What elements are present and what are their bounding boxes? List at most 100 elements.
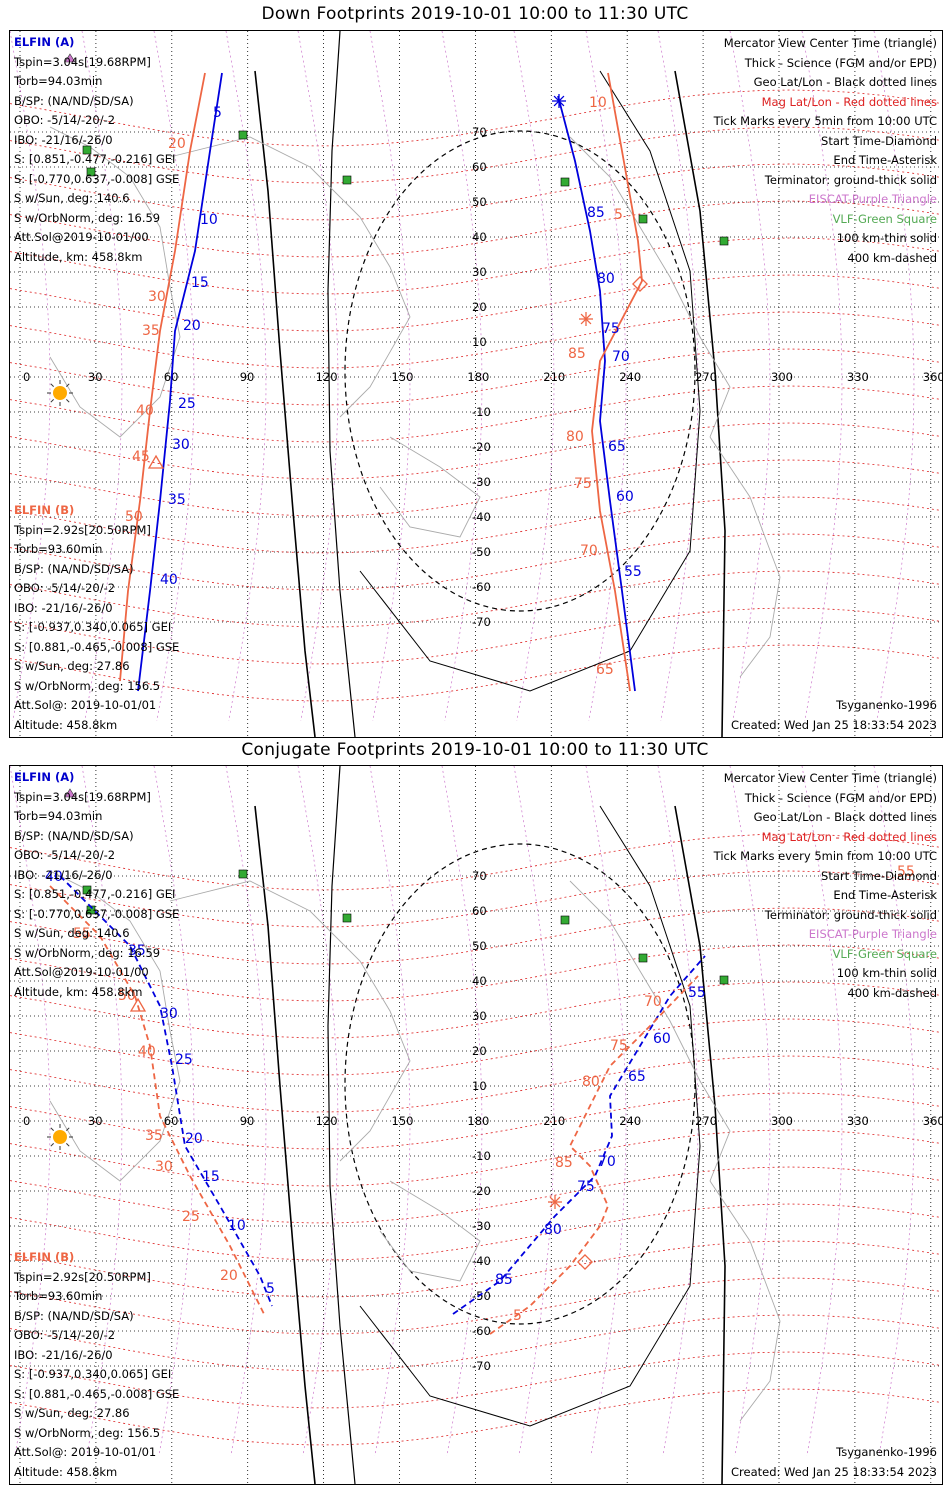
conjugate-footprints-map: 0 30 60 90 120 150 180 210 240 270 300 330 360 70 60 50… <box>10 766 942 1484</box>
sun-ray <box>66 383 70 387</box>
continent-outline <box>569 880 731 1182</box>
sun-icon <box>53 386 67 400</box>
sun-ray <box>66 1127 70 1131</box>
elfin-a-sun-angle: S w/Sun, deg: 140.6 <box>14 191 130 205</box>
latitude-tick-label: 40 <box>472 230 487 244</box>
vlf-station-square <box>342 913 352 923</box>
sun-ray <box>50 1127 54 1131</box>
elfin-b-tick-label: 35 <box>145 1128 163 1144</box>
elfin-a-torb: Torb=94.03min <box>14 74 103 88</box>
elfin-b-s-gse: S: [0.881,-0.465,-0.008] GSE <box>14 639 180 654</box>
terminator-line <box>254 805 316 1484</box>
legend-item: Mercator View Center Time (triangle) <box>723 771 937 785</box>
elfin-b-orbnorm-angle: S w/OrbNorm, deg: 156.5 <box>14 678 161 693</box>
latitude-tick-label: -70 <box>472 615 491 629</box>
terminator-line <box>254 70 316 737</box>
elfin-b-info: ELFIN (B) Tspin=2.92s[20.50RPM] Torb=93.… <box>14 501 179 735</box>
elfin-b-altitude: Altitude: 458.8km <box>14 717 118 732</box>
vlf-station-square <box>560 915 570 925</box>
legend-item: Terminator: ground-thick solid <box>764 907 937 922</box>
sun-ray <box>50 399 54 403</box>
legend-item: Geo Lat/Lon - Black dotted lines <box>753 75 937 89</box>
latitude-tick-label: -20 <box>472 1184 491 1198</box>
elfin-a-track <box>452 955 706 1315</box>
latitude-tick-label: -30 <box>472 475 491 489</box>
conjugate-footprints-panel: 0 30 60 90 120 150 180 210 240 270 300 330 360 70 60 50… <box>9 765 943 1485</box>
elfin-b-attsol: Att.Sol@: 2019-10-01/01 <box>14 698 157 712</box>
elfin-a-tspin: Tspin=3.04s[19.68RPM] <box>14 789 151 804</box>
elfin-b-bsp: B/SP: (NA/ND/SD/SA) <box>14 1308 134 1323</box>
top-panel-title: Down Footprints 2019-10-01 10:00 to 11:3… <box>261 4 689 24</box>
elfin-a-s-gse: S: [-0.770,0.637,-0.008] GSE <box>14 171 180 186</box>
latitude-tick-label: 50 <box>472 195 487 209</box>
elfin-a-attsol: Att.Sol@2019-10-01/00 <box>14 965 149 979</box>
mag-longitude-line <box>225 766 267 1457</box>
center-time-triangle <box>147 454 165 469</box>
legend: Mercator View Center Time (triangle) Thi… <box>714 769 937 1003</box>
elfin-a-tick-label: 60 <box>653 1031 671 1047</box>
start-time-diamond <box>632 276 648 292</box>
longitude-tick-label: 300 <box>771 370 793 384</box>
elfin-b-tick-label: 75 <box>574 476 592 492</box>
elfin-a-header: ELFIN (A) <box>14 770 75 784</box>
legend-item: VLF-Green Square <box>832 211 937 226</box>
longitude-tick-label: 360 <box>923 1114 942 1128</box>
elfin-b-tick-label: 70 <box>580 543 598 559</box>
elfin-a-tick-label: 80 <box>544 1222 562 1238</box>
elfin-b-tick-label: 50 <box>118 988 136 1004</box>
legend-item: Mag Lat/Lon - Red dotted lines <box>761 829 937 844</box>
latitude-tick-label: -60 <box>472 580 491 594</box>
elfin-b-tick-label: 25 <box>182 1209 200 1225</box>
terminator-100km-line <box>327 31 356 737</box>
elfin-b-tick-label: 80 <box>566 429 584 445</box>
longitude-tick-label: 180 <box>467 370 489 384</box>
legend-item: Thick - Science (FGM and/or EPD) <box>744 790 937 805</box>
longitude-tick-label: 330 <box>847 1114 869 1128</box>
latitude-tick-label: 10 <box>472 1079 487 1093</box>
eiscat-triangle <box>64 788 76 798</box>
elfin-a-tick-label: 55 <box>688 985 706 1001</box>
elfin-b-orbnorm-angle: S w/OrbNorm, deg: 156.5 <box>14 1425 161 1440</box>
latitude-tick-label: 60 <box>472 904 487 918</box>
mag-longitude-line <box>369 31 411 722</box>
mag-longitude-line <box>297 31 339 722</box>
vlf-station-square <box>719 975 729 985</box>
elfin-a-orbnorm-angle: S w/OrbNorm, deg: 16.59 <box>14 210 161 225</box>
continent-outline <box>49 870 181 1182</box>
elfin-b-tick-label: 55 <box>73 926 91 942</box>
mag-longitude-line <box>801 766 843 1457</box>
longitude-tick-label: 270 <box>695 1114 717 1128</box>
elfin-a-tick-label: 65 <box>628 1069 646 1085</box>
vlf-station-square <box>86 167 96 177</box>
longitude-tick-label: 120 <box>316 1114 338 1128</box>
longitude-tick-label: 240 <box>619 370 641 384</box>
elfin-b-sun-angle: S w/Sun, deg: 27.86 <box>14 659 130 673</box>
elfin-b-attsol: Att.Sol@: 2019-10-01/01 <box>14 1445 157 1459</box>
legend-item: Start Time-Diamond <box>821 868 937 883</box>
elfin-a-torb: Torb=94.03min <box>14 809 103 823</box>
longitude-tick-label: 180 <box>467 1114 489 1128</box>
elfin-a-tick-label: 85 <box>495 1272 513 1288</box>
elfin-a-bsp: B/SP: (NA/ND/SD/SA) <box>14 93 134 108</box>
latitude-tick-label: 10 <box>472 335 487 349</box>
terminator-100km-line <box>359 805 701 1427</box>
elfin-b-s-gei: S: [-0.937,0.340,0.065] GEI <box>14 620 172 634</box>
legend-item: EISCAT-Purple Triangle <box>808 927 937 941</box>
elfin-a-tick-label: 15 <box>202 1169 220 1185</box>
down-footprints-map: 0 30 60 90 120 150 180 210 240 270 300 330 360 70 60 50… <box>10 31 942 737</box>
elfin-b-tick-label: 40 <box>138 1044 156 1060</box>
mag-longitude-line <box>801 31 843 722</box>
elfin-a-tick-label: 25 <box>178 396 196 412</box>
elfin-b-tspin: Tspin=2.92s[20.50RPM] <box>14 1269 151 1284</box>
elfin-a-tick-label: 40 <box>160 572 178 588</box>
mag-longitude-line <box>441 766 483 1457</box>
latitude-tick-label: -20 <box>472 440 491 454</box>
sun-ray <box>66 1143 70 1147</box>
elfin-b-track <box>591 72 643 692</box>
elfin-b-ibo: IBO: -21/16/-26/0 <box>14 600 113 615</box>
elfin-a-tick-label: 70 <box>598 1154 616 1170</box>
longitude-tick-label: 210 <box>543 370 565 384</box>
legend-item: Tick Marks every 5min from 10:00 UTC <box>713 849 937 863</box>
legend-item: EISCAT-Purple Triangle <box>808 192 937 206</box>
latitude-tick-label: -70 <box>472 1359 491 1373</box>
